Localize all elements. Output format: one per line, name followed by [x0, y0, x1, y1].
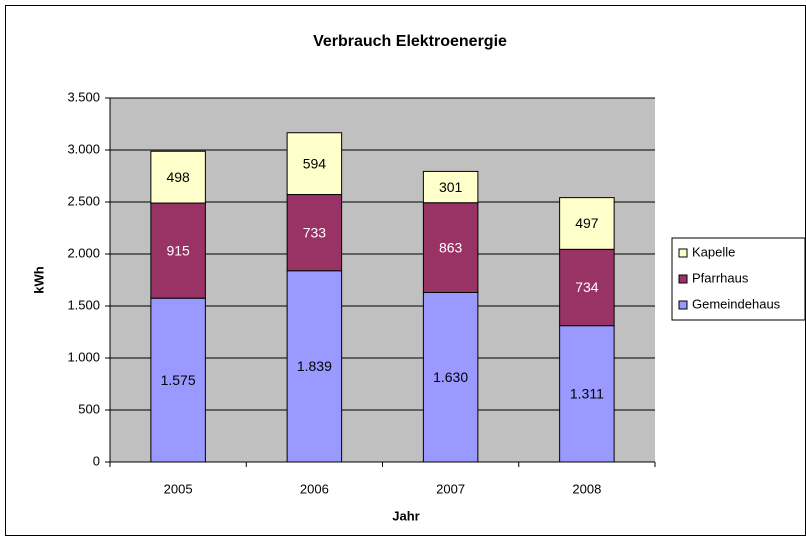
- bar-segment: [150, 297, 206, 463]
- x-tick-label: 2007: [436, 481, 465, 496]
- data-label: 734: [575, 279, 599, 295]
- bar-segment: [286, 194, 343, 272]
- legend-label: Kapelle: [692, 244, 735, 259]
- legend-swatch: [678, 248, 688, 258]
- data-label: 1.630: [433, 369, 468, 385]
- bar-segment: [422, 291, 479, 463]
- data-label: 497: [575, 215, 599, 231]
- y-tick-label: 500: [78, 401, 100, 416]
- data-label: 863: [439, 239, 463, 255]
- y-tick-label: 2.500: [67, 193, 100, 208]
- x-tick-label: 2006: [300, 481, 329, 496]
- legend-label: Gemeindehaus: [692, 296, 781, 311]
- chart-title: Verbrauch Elektroenergie: [313, 33, 507, 50]
- bar-segment: [559, 325, 615, 463]
- x-tick-label: 2005: [164, 481, 193, 496]
- legend-swatch: [678, 274, 688, 284]
- bar-segment: [150, 150, 206, 204]
- y-tick-label: 1.500: [67, 297, 100, 312]
- y-tick-label: 1.000: [67, 349, 100, 364]
- y-tick-label: 3.000: [67, 141, 100, 156]
- data-label: 594: [303, 155, 327, 171]
- legend-label: Pfarrhaus: [692, 270, 749, 285]
- x-tick-label: 2008: [572, 481, 601, 496]
- data-label: 915: [166, 242, 190, 258]
- bar-segment: [422, 202, 479, 293]
- data-label: 1.575: [161, 372, 196, 388]
- y-tick-label: 0: [93, 453, 100, 468]
- bar-segment: [559, 248, 615, 327]
- x-axis-label: Jahr: [392, 508, 419, 523]
- data-label: 733: [303, 224, 327, 240]
- bar-segment: [422, 170, 479, 204]
- bar-segment: [150, 202, 206, 299]
- data-label: 301: [439, 179, 463, 195]
- legend-box: [671, 237, 806, 321]
- bar-segment: [286, 132, 343, 196]
- data-label: 1.311: [570, 386, 604, 402]
- legend-swatch: [678, 300, 688, 310]
- y-tick-label: 2.000: [67, 245, 100, 260]
- bar-segment: [286, 270, 343, 463]
- y-axis-label: kWh: [31, 266, 46, 294]
- data-label: 1.839: [297, 358, 332, 374]
- y-tick-label: 3.500: [67, 89, 100, 104]
- bar-segment: [559, 197, 615, 250]
- data-label: 498: [166, 169, 190, 185]
